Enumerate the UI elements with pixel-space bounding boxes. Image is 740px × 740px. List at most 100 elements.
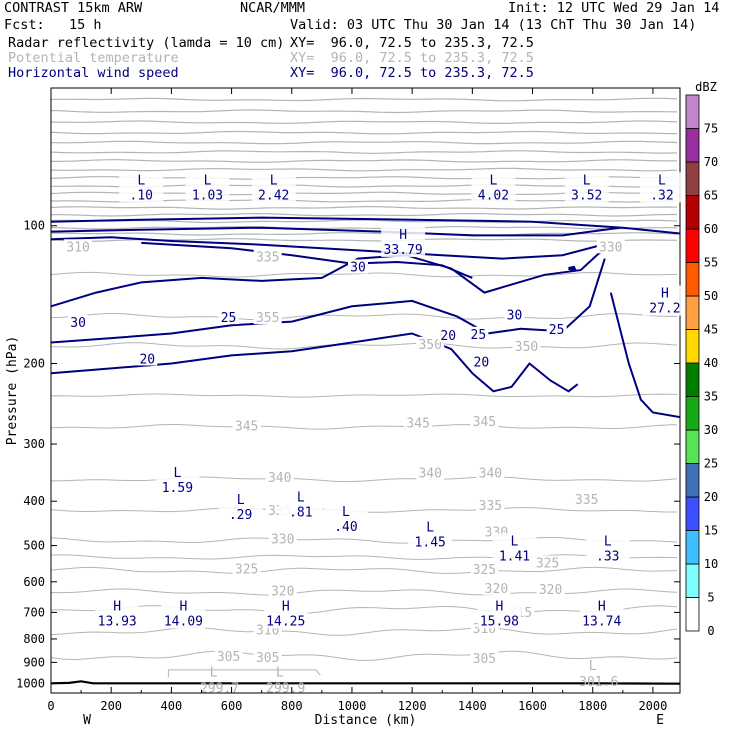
- wind-extremum-bg: [492, 533, 537, 564]
- theta-contour-upper: [51, 212, 677, 217]
- colorbar-label: 70: [704, 155, 718, 169]
- wind-contour-label: 20: [139, 352, 155, 367]
- wind-extremum-value: 33.79: [384, 243, 423, 258]
- colorbar-label: 60: [704, 222, 718, 236]
- theta-contour-label: 345: [406, 417, 429, 432]
- theta-label-bg: [416, 336, 445, 351]
- theta-contour-label: 340: [418, 467, 441, 482]
- theta-contour-upper: [50, 206, 678, 210]
- theta-contour: [50, 650, 678, 661]
- theta-label-bg: [572, 492, 601, 507]
- wind-extremum-marker: H: [598, 599, 606, 614]
- theta-contour-label: 335: [479, 499, 502, 514]
- theta-extremum-value: 299.9: [266, 681, 305, 696]
- wind-extremum-marker: L: [658, 173, 666, 188]
- wind-extremum-marker: L: [511, 535, 519, 550]
- wind-extremum-bg: [251, 172, 296, 203]
- colorbar-swatch: [685, 295, 700, 330]
- y-tick-label: 400: [23, 494, 45, 508]
- theta-contour-upper: [51, 159, 677, 163]
- wind-extremum-bg: [471, 172, 516, 203]
- wind-extremum-marker: L: [204, 173, 212, 188]
- colorbar-label: 75: [704, 122, 718, 136]
- wind-contour-label: 20: [440, 329, 456, 344]
- colorbar-swatch: [685, 496, 700, 531]
- colorbar-swatch: [685, 195, 700, 230]
- wind-extremum-value: 4.02: [478, 188, 509, 203]
- theta-contour: [50, 424, 677, 430]
- colorbar-label: 65: [704, 189, 718, 203]
- wind-contour-label: 30: [70, 316, 86, 331]
- wind-extremum-bg: [323, 503, 368, 534]
- theta-extremum-marker: L: [589, 659, 597, 674]
- wind-extremum-value: 1.03: [192, 188, 223, 203]
- wind-extremum-value: 3.52: [571, 188, 602, 203]
- colorbar-unit: dBZ: [695, 80, 717, 94]
- wind-label-bg: [438, 327, 459, 342]
- field-wind-name: Horizontal wind speed: [8, 65, 179, 81]
- theta-contour: [50, 537, 678, 544]
- wind-contour: [50, 216, 681, 235]
- wind-extremum-value: 1.41: [499, 550, 530, 565]
- theta-label-bg: [268, 531, 297, 546]
- wind-extremum-bg: [218, 492, 263, 523]
- wind-extremum-bg: [263, 598, 308, 629]
- theta-extremum-value: 299.7: [200, 681, 239, 696]
- theta-label-bg: [416, 465, 445, 480]
- theta-contour-label: 330: [271, 532, 294, 547]
- theta-label-bg: [536, 581, 565, 596]
- colorbar-label: 25: [704, 457, 718, 471]
- wind-extremum-value: 1.59: [162, 481, 193, 496]
- wind-extremum-value: .33: [596, 550, 619, 565]
- colorbar-swatch: [685, 563, 700, 598]
- theta-contour-label: 355: [256, 311, 279, 326]
- wind-extremum-marker: L: [173, 466, 181, 481]
- wind-extremum-value: .40: [334, 520, 357, 535]
- wind-extremum-bg: [642, 285, 687, 316]
- colorbar-label: 15: [704, 524, 718, 538]
- wind-extremum-marker: L: [297, 491, 305, 506]
- wind-contour: [609, 292, 681, 419]
- wind-extremum-value: 14.25: [266, 614, 305, 629]
- x-tick-label: 2000: [638, 699, 667, 713]
- field-theta-xy: XY= 96.0, 72.5 to 235.3, 72.5: [290, 50, 534, 66]
- field-wind-xy: XY= 96.0, 72.5 to 235.3, 72.5: [290, 65, 534, 81]
- theta-label-bg: [232, 561, 261, 576]
- init-time: Init: 12 UTC Wed 29 Jan 14: [508, 0, 720, 16]
- east-label: E: [656, 713, 664, 728]
- wind-extremum-marker: L: [583, 173, 591, 188]
- colorbar-swatch: [685, 228, 700, 263]
- theta-label-bg: [470, 414, 499, 429]
- wind-label-bg: [504, 307, 525, 322]
- theta-contour-label: 325: [536, 557, 559, 572]
- wind-contour-small: [568, 265, 578, 272]
- theta-label-bg: [214, 648, 243, 663]
- wind-extremum-marker: L: [270, 173, 278, 188]
- wind-extremum-bg: [161, 598, 206, 629]
- colorbar-swatch: [685, 597, 700, 632]
- theta-contour: [50, 588, 678, 596]
- colorbar-swatch: [685, 429, 700, 464]
- wind-extremum-marker: H: [399, 228, 407, 243]
- colorbar-swatch: [685, 463, 700, 498]
- plot-border: [50, 87, 681, 694]
- theta-label-bg: [265, 470, 294, 485]
- colorbar-label: 40: [704, 356, 718, 370]
- wind-extremum-bg: [564, 172, 609, 203]
- field-radar-name: Radar reflectivity (lamda = 10 cm): [8, 35, 285, 51]
- wind-contour-label: 25: [549, 323, 565, 338]
- y-tick-label: 800: [23, 632, 45, 646]
- theta-contour-label: 335: [256, 251, 279, 266]
- colorbar-label: 0: [707, 624, 714, 638]
- wind-extremum-marker: L: [137, 173, 145, 188]
- colorbar-swatch: [685, 530, 700, 565]
- colorbar-label: 5: [707, 591, 714, 605]
- y-tick-label: 200: [23, 356, 45, 370]
- theta-contour-upper: [50, 150, 678, 154]
- wind-contour-label: 25: [221, 311, 237, 326]
- forecast-hour: Fcst: 15 h: [4, 17, 102, 33]
- colorbar-swatch: [685, 329, 700, 364]
- wind-extremum-bg: [155, 465, 200, 496]
- theta-extremum-marker: L: [210, 665, 218, 680]
